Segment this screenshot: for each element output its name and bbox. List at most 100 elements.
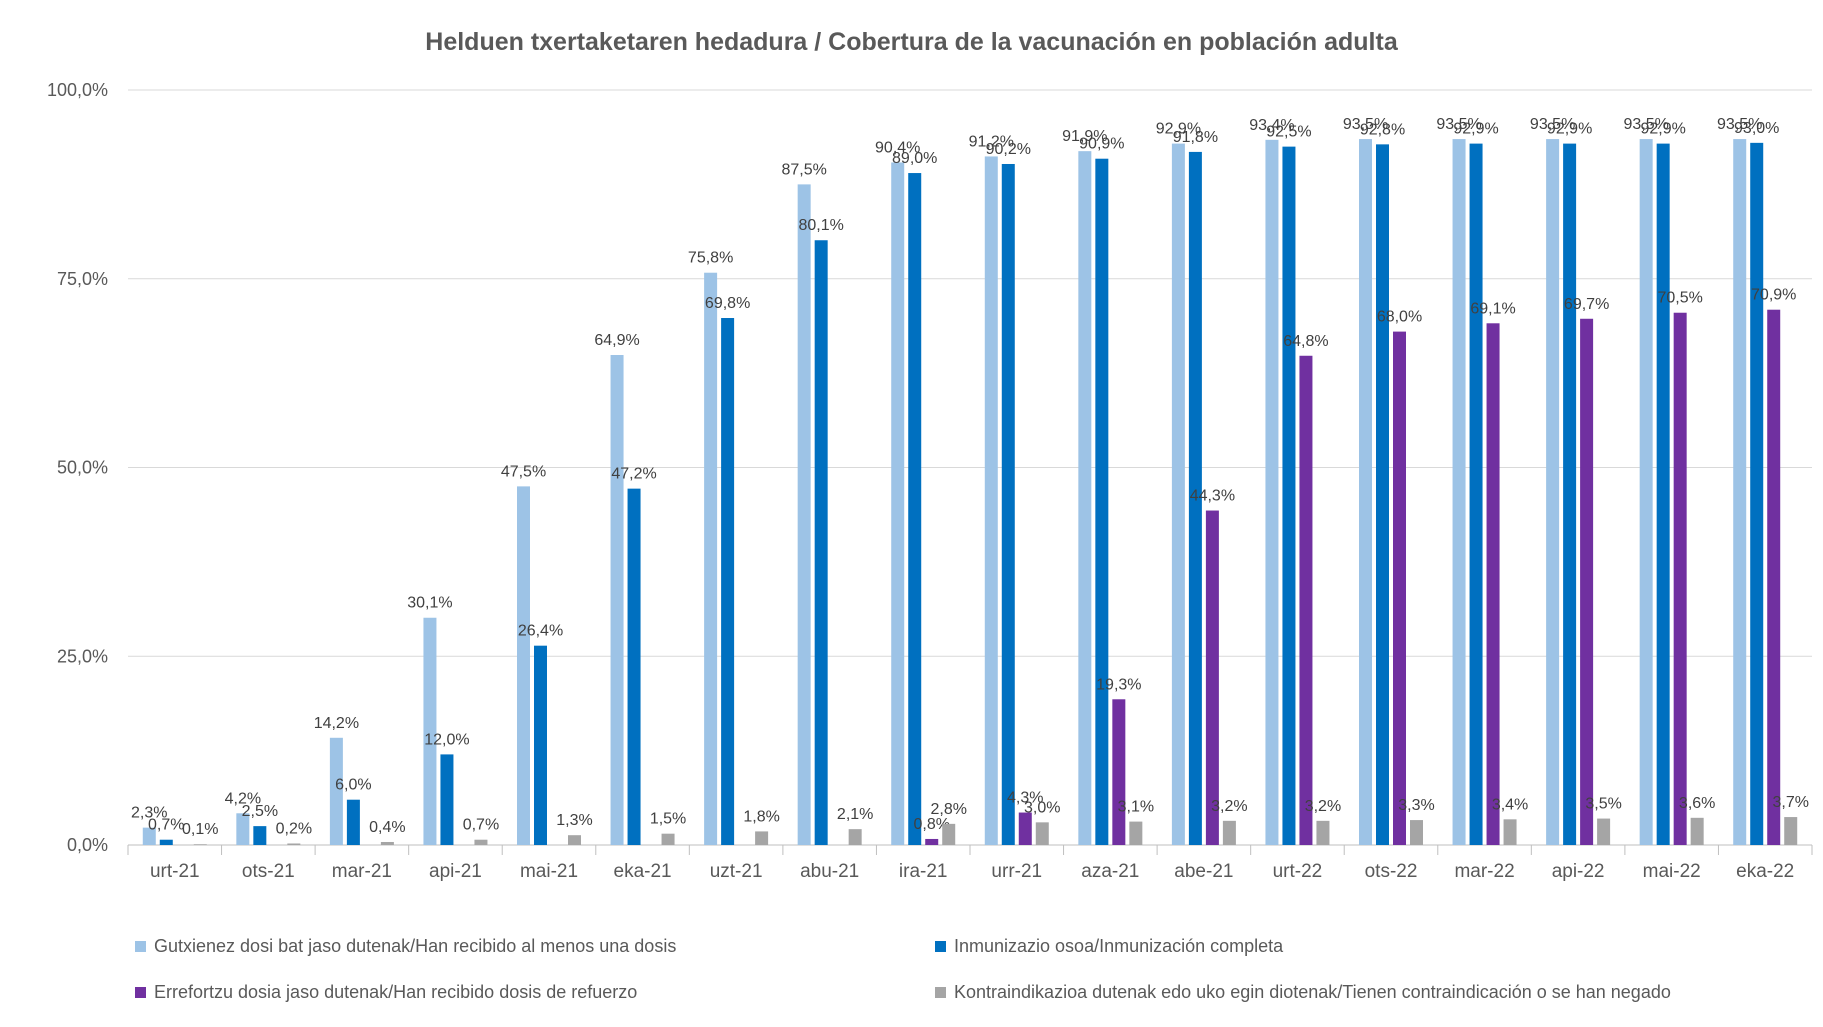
bar: [517, 486, 530, 845]
bar: [1359, 139, 1372, 845]
bar: [797, 184, 811, 845]
legend-item: Inmunizazio osoa/Inmunización completa: [935, 936, 1283, 957]
bar: [1733, 139, 1747, 845]
bar: [848, 829, 862, 845]
bar: [984, 156, 998, 845]
bar: [908, 173, 922, 846]
data-label: 70,9%: [1751, 287, 1796, 304]
data-label: 92,8%: [1360, 121, 1405, 138]
legend-swatch: [135, 941, 146, 952]
bar: [1035, 822, 1049, 845]
bar: [925, 838, 939, 845]
bar: [1188, 151, 1202, 845]
bar: [704, 272, 718, 846]
data-label: 92,5%: [1266, 124, 1311, 141]
bar: [534, 645, 547, 845]
legend-label: Gutxienez dosi bat jaso dutenak/Han reci…: [154, 936, 677, 956]
bar: [1580, 318, 1594, 845]
data-label: 1,5%: [650, 811, 686, 828]
bar: [159, 839, 173, 845]
data-label: 6,0%: [335, 777, 371, 794]
bar: [474, 839, 488, 845]
bar: [1410, 820, 1423, 845]
x-tick-label: mar-22: [1454, 861, 1514, 882]
data-label: 90,9%: [1079, 136, 1124, 153]
data-label: 0,2%: [276, 820, 312, 837]
data-label: 4,2%: [225, 790, 261, 807]
bar: [661, 833, 675, 845]
legend-item: Gutxienez dosi bat jaso dutenak/Han reci…: [135, 936, 676, 957]
data-label: 89,0%: [892, 150, 937, 167]
bar: [1767, 309, 1781, 846]
bar: [1376, 144, 1389, 846]
bar: [236, 813, 250, 845]
data-label: 14,2%: [314, 715, 359, 732]
data-label: 93,0%: [1734, 120, 1779, 137]
data-label: 12,0%: [424, 731, 469, 748]
legend-label: Inmunizazio osoa/Inmunización completa: [954, 936, 1284, 956]
data-label: 2,8%: [930, 801, 966, 818]
data-label: 0,8%: [913, 816, 949, 833]
bar: [1486, 323, 1500, 845]
bar: [1750, 142, 1764, 846]
bar: [1316, 820, 1330, 845]
x-tick-label: ots-21: [242, 861, 295, 882]
bar: [1546, 139, 1560, 845]
data-label: 3,0%: [1024, 799, 1060, 816]
data-label: 3,1%: [1118, 799, 1154, 816]
data-label: 90,4%: [875, 139, 920, 156]
data-label: 70,5%: [1657, 290, 1702, 307]
data-label: 64,8%: [1283, 333, 1328, 350]
data-label: 69,1%: [1470, 300, 1515, 317]
x-tick-label: abe-21: [1174, 861, 1233, 882]
x-tick-label: ira-21: [899, 861, 948, 882]
x-tick-label: mar-21: [332, 861, 392, 882]
y-tick-label: 25,0%: [57, 646, 108, 666]
x-tick-label: ots-22: [1365, 861, 1418, 882]
data-label: 93,5%: [1343, 116, 1388, 133]
x-tick-label: eka-21: [614, 861, 672, 882]
bar: [423, 617, 437, 845]
legend-item: Kontraindikazioa dutenak edo uko egin di…: [935, 982, 1671, 1003]
bar: [891, 162, 905, 846]
bar: [1112, 699, 1126, 845]
bar: [1129, 821, 1143, 845]
data-label: 44,3%: [1190, 488, 1235, 505]
data-label: 3,6%: [1679, 795, 1715, 812]
x-tick-label: mai-21: [520, 861, 578, 882]
data-label: 69,7%: [1564, 296, 1609, 313]
bar: [193, 844, 207, 845]
bar: [253, 826, 267, 845]
data-label: 3,2%: [1211, 798, 1247, 815]
data-label: 3,2%: [1305, 798, 1341, 815]
bar: [329, 737, 343, 845]
data-label: 47,5%: [501, 463, 546, 480]
bar: [380, 841, 394, 845]
data-label: 91,8%: [1173, 129, 1218, 146]
data-label: 0,1%: [182, 821, 218, 838]
chart-legend: Gutxienez dosi bat jaso dutenak/Han reci…: [0, 920, 1823, 1020]
x-tick-label: urt-21: [150, 861, 200, 882]
data-label: 93,5%: [1530, 116, 1575, 133]
x-tick-label: api-22: [1552, 861, 1605, 882]
y-tick-label: 50,0%: [57, 458, 108, 478]
bar: [1469, 143, 1483, 846]
x-tick-label: aza-21: [1081, 861, 1139, 882]
data-label: 92,9%: [1156, 121, 1201, 138]
legend-item: Errefortzu dosia jaso dutenak/Han recibi…: [135, 982, 637, 1003]
bar: [610, 355, 624, 845]
y-tick-label: 100,0%: [47, 80, 108, 100]
data-label: 91,2%: [969, 133, 1014, 150]
bar: [1639, 139, 1653, 845]
bar: [1282, 146, 1296, 845]
bar: [1171, 143, 1185, 846]
data-label: 75,8%: [688, 250, 733, 267]
data-label: 3,3%: [1398, 797, 1434, 814]
chart-title: Helduen txertaketaren hedadura / Cobertu…: [425, 28, 1398, 56]
bar: [755, 831, 769, 845]
bar: [1078, 151, 1092, 845]
bar: [627, 488, 641, 845]
data-label: 3,4%: [1492, 796, 1528, 813]
